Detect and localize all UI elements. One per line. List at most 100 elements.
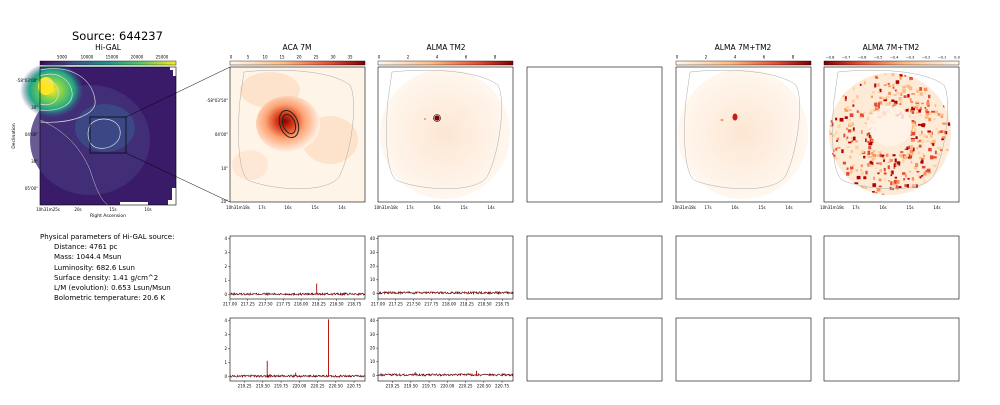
spectrum-x-tick: 217.25	[389, 302, 403, 307]
residual-pixel	[927, 171, 932, 174]
residual-pixel	[875, 167, 877, 169]
spectrum-y-tick: 40	[370, 318, 376, 323]
residual-pixel	[916, 89, 920, 93]
tm-image	[675, 66, 812, 203]
residual-pixel	[850, 137, 853, 141]
spectrum-panel: 217.00 217.25 217.50 217.75 218.00 218.25 218.…	[370, 235, 514, 307]
residual-pixel	[863, 185, 865, 189]
residual-pixel	[941, 138, 944, 141]
higal-cbar-ticks: 5000 10000 15000 20000 25000	[57, 55, 169, 60]
residual-pixel	[916, 146, 919, 150]
residual-pixel	[863, 176, 867, 180]
residual-pixel	[907, 94, 910, 98]
aca7m-x-ticks: 10h31m18s 17s 16s 15s 14s	[226, 205, 345, 210]
x-tick: 14s	[338, 205, 345, 210]
residual-pixel	[867, 140, 870, 143]
residual-pixel	[906, 146, 909, 151]
cbar-tick: 15	[279, 55, 285, 60]
spectrum-x-tick: 217.75	[276, 302, 290, 307]
residual-pixel	[883, 97, 886, 100]
residual-pixel	[846, 172, 850, 176]
higal-panel: Hi-GAL 5000 10000 15000 20000 25000 -58°…	[11, 43, 177, 219]
residual-pixel	[894, 158, 897, 163]
residual-pixel	[916, 170, 920, 173]
residual-pixel	[911, 177, 915, 181]
residual-pixel	[916, 100, 919, 103]
param-distance: Distance: 4761 pc	[54, 243, 118, 252]
spectrum-y-tick: 0	[372, 291, 375, 296]
residual-pixel	[921, 130, 923, 135]
residual-pixel	[833, 154, 836, 158]
residual-pixel	[885, 96, 890, 98]
residual-pixel	[846, 127, 848, 131]
residual-pixel	[878, 189, 882, 192]
residual-pixel	[866, 153, 869, 158]
residual-pixel	[919, 156, 922, 160]
spectrum-x-tick: 217.00	[371, 302, 385, 307]
spectrum-y-tick: 2	[224, 264, 227, 269]
residual-pixel	[916, 111, 919, 114]
residual-pixel	[934, 104, 937, 107]
residual-pixel	[878, 90, 880, 93]
residual-pixel	[913, 121, 916, 124]
spectrum-y-tick: 0	[224, 374, 227, 379]
tm-neg-panel: ALMA 7M+TM2 −0.8 −0.7 −0.6 −0.5 −0.4 −0.…	[820, 43, 960, 210]
spectrum-y-tick: 40	[370, 236, 376, 241]
residual-pixel	[883, 84, 887, 86]
tm-neg-x-ticks: 10h31m18s 17s 16s 15s 14s	[820, 205, 940, 210]
residual-pixel	[860, 113, 864, 117]
residual-pixel	[896, 91, 900, 95]
residual-pixel	[874, 83, 877, 88]
residual-pixel	[884, 178, 886, 181]
residual-pixel	[923, 155, 926, 157]
spectrum-x-tick: 220.25	[311, 384, 325, 389]
residual-pixel	[889, 186, 892, 190]
residual-pixel	[896, 83, 899, 86]
spectrum-frame	[377, 317, 514, 382]
residual-pixel	[884, 73, 887, 76]
residual-pixel	[911, 111, 915, 114]
spectrum-y-tick: 1	[224, 360, 227, 365]
residual-pixel	[837, 124, 841, 129]
residual-pixel	[887, 82, 890, 85]
spectrum-frame	[675, 235, 812, 300]
residual-pixel	[894, 182, 897, 185]
residual-pixel	[918, 139, 923, 142]
residual-pixel	[911, 106, 916, 111]
residual-pixel	[910, 131, 912, 135]
residual-pixel	[926, 139, 930, 142]
residual-pixel	[844, 116, 848, 119]
residual-pixel	[934, 110, 939, 114]
residual-pixel	[888, 85, 891, 88]
x-tick: 10h31m18s	[672, 205, 696, 210]
tm-cbar-ticks: 0 2 4 6 8	[676, 55, 795, 60]
x-tick: 15s	[906, 205, 913, 210]
residual-pixel	[829, 130, 831, 134]
param-tbol: Bolometric temperature: 20.6 K	[54, 294, 166, 303]
residual-pixel	[865, 138, 867, 143]
residual-pixel	[906, 152, 911, 157]
residual-pixel	[932, 143, 935, 147]
residual-pixel	[913, 106, 917, 109]
cbar-tick: 10	[262, 55, 268, 60]
residual-pixel	[941, 136, 946, 139]
residual-pixel	[895, 184, 898, 189]
spectrum-y-tick: 2	[224, 346, 227, 351]
spectrum-x-tick: 220.75	[347, 384, 361, 389]
residual-pixel	[925, 108, 928, 113]
spectrum-x-tick: 218.25	[460, 302, 474, 307]
residual-pixel	[899, 76, 902, 80]
tm2-colorbar	[377, 60, 514, 66]
y-tick: 04'00"	[25, 132, 38, 137]
physical-parameters: Physical parameters of Hi-GAL source: Di…	[40, 232, 174, 303]
residual-pixel	[904, 74, 907, 77]
residual-pixel	[855, 145, 859, 150]
residual-pixel	[914, 124, 917, 127]
residual-pixel	[909, 98, 912, 102]
residual-pixel	[872, 109, 876, 112]
residual-pixel	[919, 92, 923, 96]
x-tick: 10s	[144, 207, 151, 212]
x-tick: 15s	[109, 207, 116, 212]
residual-pixel	[940, 116, 944, 118]
aca7m-colorbar	[229, 60, 366, 66]
